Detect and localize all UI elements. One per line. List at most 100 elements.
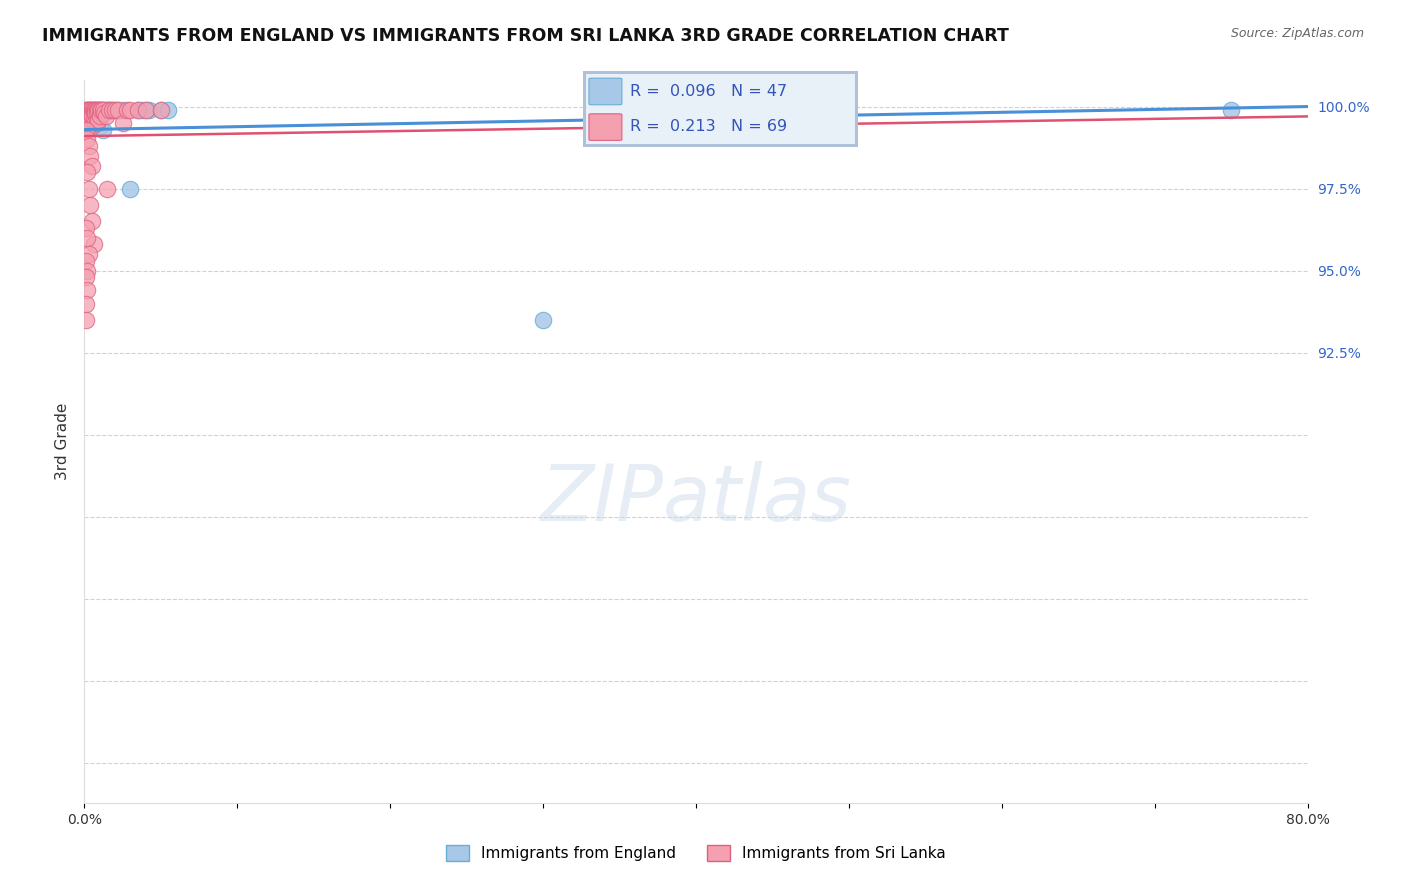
Point	[89, 103, 111, 117]
Point	[80, 103, 103, 117]
Point	[107, 103, 129, 117]
Point	[75, 221, 97, 235]
Point	[93, 103, 115, 117]
Point	[107, 103, 129, 117]
Point	[135, 103, 157, 117]
Point	[84, 106, 107, 120]
Point	[80, 106, 103, 120]
Point	[80, 120, 103, 134]
Point	[75, 313, 97, 327]
Point	[77, 110, 100, 124]
Point	[79, 110, 101, 124]
Point	[79, 198, 101, 212]
Point	[120, 103, 142, 117]
Point	[83, 106, 105, 120]
Point	[79, 103, 101, 117]
Point	[84, 103, 107, 117]
Point	[80, 110, 103, 124]
Point	[79, 110, 101, 124]
Point	[86, 116, 108, 130]
Point	[90, 103, 112, 117]
Point	[76, 264, 98, 278]
Point	[135, 103, 157, 117]
Point	[75, 270, 97, 285]
Point	[79, 103, 101, 117]
Point	[87, 112, 110, 127]
Point	[120, 182, 142, 196]
Point	[84, 106, 107, 120]
Text: R =  0.213   N = 69: R = 0.213 N = 69	[630, 120, 787, 134]
Point	[84, 103, 107, 117]
Point	[83, 103, 105, 117]
Point	[75, 103, 97, 117]
Point	[83, 110, 105, 124]
Point	[76, 116, 98, 130]
Point	[80, 214, 103, 228]
Point	[75, 106, 97, 120]
Point	[104, 103, 127, 117]
Point	[76, 231, 98, 245]
Point	[76, 284, 98, 298]
Point	[80, 112, 103, 127]
Point	[96, 182, 118, 196]
Point	[75, 254, 97, 268]
FancyBboxPatch shape	[589, 78, 621, 104]
Point	[86, 106, 108, 120]
Point	[111, 103, 134, 117]
Point	[80, 106, 103, 120]
Point	[77, 110, 100, 124]
Point	[111, 116, 134, 130]
Point	[101, 103, 124, 117]
Point	[77, 103, 100, 117]
Point	[86, 106, 108, 120]
Point	[83, 112, 105, 127]
Text: IMMIGRANTS FROM ENGLAND VS IMMIGRANTS FROM SRI LANKA 3RD GRADE CORRELATION CHART: IMMIGRANTS FROM ENGLAND VS IMMIGRANTS FR…	[42, 27, 1010, 45]
Point	[79, 103, 101, 117]
Point	[77, 139, 100, 153]
Point	[127, 103, 149, 117]
Point	[84, 116, 107, 130]
Point	[75, 110, 97, 124]
Text: Source: ZipAtlas.com: Source: ZipAtlas.com	[1230, 27, 1364, 40]
Text: ZIPatlas: ZIPatlas	[540, 461, 852, 537]
Point	[91, 103, 114, 117]
Point	[96, 103, 118, 117]
Point	[127, 103, 149, 117]
FancyBboxPatch shape	[583, 71, 858, 147]
Point	[83, 103, 105, 117]
Point	[87, 106, 110, 120]
Point	[86, 103, 108, 117]
Point	[77, 112, 100, 127]
Point	[76, 103, 98, 117]
Point	[149, 103, 172, 117]
Point	[94, 110, 117, 124]
Point	[89, 120, 111, 134]
Point	[75, 296, 97, 310]
Point	[531, 313, 554, 327]
Point	[76, 103, 98, 117]
Point	[75, 103, 97, 117]
Point	[86, 116, 108, 130]
Point	[76, 106, 98, 120]
Point	[77, 103, 100, 117]
Point	[89, 106, 111, 120]
Point	[87, 103, 110, 117]
Point	[131, 103, 153, 117]
Point	[83, 106, 105, 120]
Point	[91, 122, 114, 136]
Point	[86, 103, 108, 117]
Point	[89, 110, 111, 124]
FancyBboxPatch shape	[589, 114, 621, 140]
Point	[77, 182, 100, 196]
Point	[90, 106, 112, 120]
Point	[115, 103, 138, 117]
Point	[138, 103, 160, 117]
Point	[94, 103, 117, 117]
Point	[84, 103, 107, 117]
Text: R =  0.096   N = 47: R = 0.096 N = 47	[630, 85, 787, 99]
Point	[87, 103, 110, 117]
Point	[157, 103, 180, 117]
Legend: Immigrants from England, Immigrants from Sri Lanka: Immigrants from England, Immigrants from…	[440, 839, 952, 867]
FancyBboxPatch shape	[586, 74, 855, 145]
Point	[93, 106, 115, 120]
